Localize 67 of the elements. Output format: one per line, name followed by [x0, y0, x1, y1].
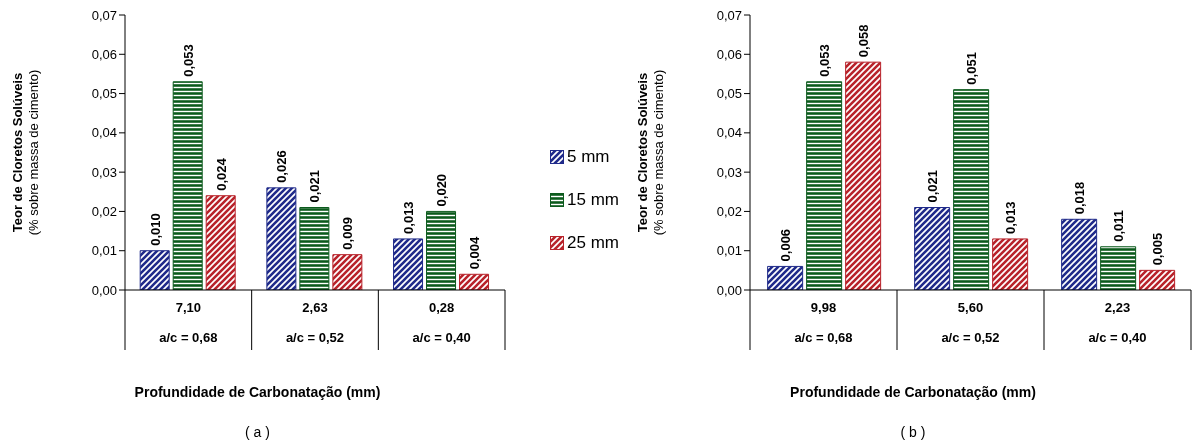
bar — [1100, 246, 1137, 290]
data-label: 0,006 — [778, 228, 794, 262]
data-label: 0,058 — [856, 24, 872, 58]
bar — [767, 265, 804, 290]
y-tick-label: 0,07 — [716, 7, 742, 23]
text: ( b ) — [899, 424, 927, 440]
bar — [266, 187, 297, 290]
data-label: 0,026 — [274, 150, 290, 183]
y-tick-label: 0,01 — [91, 243, 117, 259]
x-axis-title: Profundidade de Carbonatação (mm) — [133, 384, 382, 400]
y-tick-label: 0,04 — [716, 125, 742, 141]
y-tick-label: 0,07 — [91, 7, 117, 23]
y-tick-label: 0,02 — [91, 204, 117, 220]
bar — [172, 81, 203, 290]
data-label: 0,011 — [1111, 209, 1127, 242]
data-label: 0,010 — [147, 213, 163, 246]
data-label: 0,053 — [817, 44, 833, 77]
bar — [953, 89, 990, 290]
data-label: 0,013 — [1003, 201, 1019, 234]
y-tick-label: 0,06 — [91, 46, 117, 62]
text: ( a ) — [244, 424, 271, 440]
y-tick-label: 0,05 — [91, 86, 117, 102]
legend-label: 15 mm — [567, 189, 619, 210]
x-tick-label: 7,10 a/c = 0,68 — [159, 300, 218, 345]
bar — [139, 250, 170, 290]
data-label: 0,009 — [340, 217, 356, 250]
data-label: 0,024 — [213, 157, 229, 191]
data-label: 0,053 — [180, 44, 196, 77]
legend-label: 25 mm — [567, 232, 619, 253]
bar — [806, 81, 843, 290]
y-tick-label: 0,05 — [716, 86, 742, 102]
bar — [459, 273, 490, 290]
y-tick-label: 0,03 — [716, 164, 742, 180]
data-label: 0,020 — [434, 173, 450, 207]
bar — [299, 207, 330, 290]
bar — [426, 210, 457, 290]
bar — [393, 238, 424, 290]
data-label: 0,004 — [467, 235, 483, 270]
data-label: 0,021 — [307, 169, 323, 203]
bar — [1139, 269, 1176, 290]
bar — [205, 195, 236, 290]
x-tick-label: 5,60 a/c = 0,52 — [941, 300, 1000, 345]
y-tick-label: 0,04 — [91, 125, 117, 141]
bar — [332, 254, 363, 290]
bar — [845, 61, 882, 290]
x-tick-label: 0,28 a/c = 0,40 — [412, 300, 471, 345]
bar — [992, 238, 1029, 290]
y-tick-label: 0,01 — [716, 243, 742, 259]
y-tick-label: 0,00 — [91, 282, 117, 298]
y-tick-label: 0,00 — [716, 282, 742, 298]
y-tick-label: 0,03 — [91, 164, 117, 180]
data-label: 0,005 — [1150, 232, 1166, 266]
bar — [1061, 218, 1098, 290]
data-label: 0,051 — [964, 52, 980, 85]
bar — [914, 207, 951, 290]
legend-label: 5 mm — [567, 146, 610, 167]
y-tick-label: 0,02 — [716, 204, 742, 220]
x-tick-label: 9,98 a/c = 0,68 — [794, 300, 853, 345]
x-tick-label: 2,23 a/c = 0,40 — [1088, 300, 1147, 345]
data-label: 0,021 — [925, 169, 941, 203]
data-label: 0,013 — [401, 201, 417, 234]
y-axis-title: Teor de Cloretos Solúveis (% sobre massa de cimento) — [635, 69, 666, 236]
x-axis-title: Profundidade de Carbonatação (mm) — [789, 384, 1037, 400]
y-tick-label: 0,06 — [716, 46, 742, 62]
data-label: 0,018 — [1072, 181, 1088, 215]
x-tick-label: 2,63 a/c = 0,52 — [285, 300, 345, 345]
y-axis-title: Teor de Cloretos Solúveis (% sobre massa de cimento) — [10, 69, 41, 236]
